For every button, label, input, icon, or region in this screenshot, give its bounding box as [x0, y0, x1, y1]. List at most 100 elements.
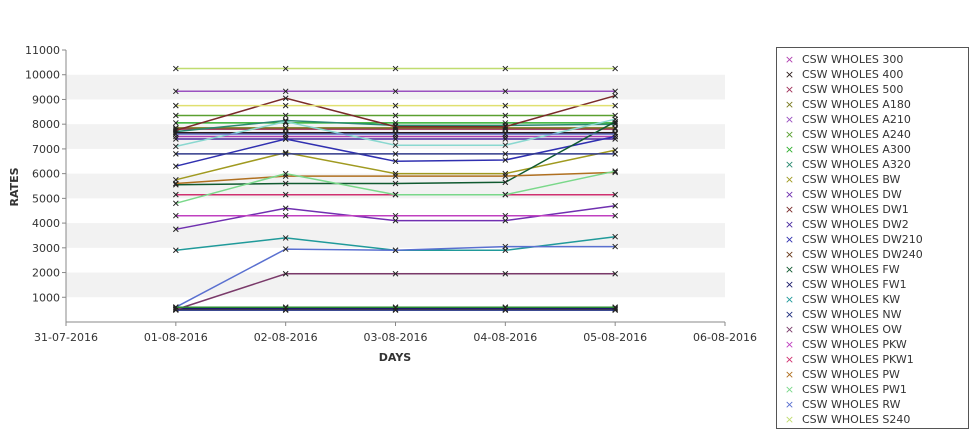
data-point	[502, 157, 509, 163]
x-axis-title: DAYS	[379, 351, 412, 364]
data-point	[172, 191, 179, 198]
legend-item: × CSW WHOLES KW	[777, 292, 968, 307]
legend-marker-icon: ×	[784, 83, 795, 96]
grid-band	[66, 74, 725, 100]
data-point	[172, 102, 179, 109]
legend-label: CSW WHOLES A180	[802, 98, 911, 111]
data-point	[172, 212, 179, 219]
legend-label: CSW WHOLES DW2	[802, 218, 909, 231]
data-point	[392, 102, 399, 109]
y-tick-label: 3000	[32, 242, 60, 255]
legend-item: × CSW WHOLES DW210	[777, 232, 968, 247]
legend-label: CSW WHOLES PKW1	[802, 353, 914, 366]
data-point	[612, 116, 619, 123]
legend-item: × CSW WHOLES A210	[777, 112, 968, 127]
data-point	[172, 180, 179, 187]
x-tick-label: 04-08-2016	[473, 331, 537, 344]
data-point	[502, 179, 509, 186]
data-point	[502, 191, 509, 198]
data-point	[282, 246, 289, 252]
legend-label: CSW WHOLES A240	[802, 128, 911, 141]
data-point	[282, 102, 289, 109]
data-point	[392, 304, 399, 311]
data-point	[502, 112, 509, 119]
legend-marker-icon: ×	[784, 158, 795, 171]
legend-marker-icon: ×	[784, 398, 795, 411]
legend-label: CSW WHOLES 300	[802, 53, 904, 66]
legend-item: × CSW WHOLES PKW	[777, 337, 968, 352]
data-point	[282, 235, 289, 241]
y-tick-label: 10000	[25, 69, 60, 82]
data-point	[502, 142, 509, 149]
data-point	[612, 243, 619, 250]
data-point	[392, 173, 399, 179]
data-point	[172, 88, 179, 95]
data-point	[612, 168, 619, 175]
data-point	[502, 151, 509, 157]
data-point	[282, 118, 289, 125]
data-point	[392, 151, 399, 157]
legend-label: CSW WHOLES RW	[802, 398, 901, 411]
data-point	[282, 191, 289, 198]
data-point	[502, 102, 509, 109]
legend-marker-icon: ×	[784, 113, 795, 126]
legend-label: CSW WHOLES NW	[802, 308, 902, 321]
legend-item: × CSW WHOLES FW1	[777, 277, 968, 292]
data-point	[502, 212, 509, 219]
data-point	[172, 163, 179, 170]
legend-label: CSW WHOLES KW	[802, 293, 901, 306]
data-point	[172, 200, 179, 207]
legend-label: CSW WHOLES A300	[802, 143, 911, 156]
data-point	[612, 131, 619, 137]
data-point	[612, 88, 619, 95]
data-point	[392, 142, 399, 149]
data-point	[172, 306, 179, 313]
legend-label: CSW WHOLES A320	[802, 158, 911, 171]
data-point	[612, 102, 619, 109]
x-axis-ticks: 31-07-2016 01-08-2016 02-08-2016 03-08-2016…	[34, 322, 757, 344]
x-tick-label: 02-08-2016	[254, 331, 318, 344]
data-point	[502, 270, 509, 277]
legend-marker-icon: ×	[784, 203, 795, 216]
legend-label: CSW WHOLES PW	[802, 368, 900, 381]
data-point	[392, 158, 399, 165]
y-tick-label: 7000	[32, 143, 60, 156]
legend-label: CSW WHOLES 500	[802, 83, 904, 96]
legend-label: CSW WHOLES OW	[802, 323, 902, 336]
legend-marker-icon: ×	[784, 233, 795, 246]
legend-item: × CSW WHOLES RW	[777, 397, 968, 412]
y-tick-label: 6000	[32, 168, 60, 181]
x-tick-label: 01-08-2016	[144, 331, 208, 344]
y-tick-label: 11000	[25, 44, 60, 57]
legend-label: CSW WHOLES BW	[802, 173, 901, 186]
legend-marker-icon: ×	[784, 263, 795, 276]
legend-marker-icon: ×	[784, 98, 795, 111]
legend-item: × CSW WHOLES 300	[777, 52, 968, 67]
legend-marker-icon: ×	[784, 53, 795, 66]
data-point	[392, 88, 399, 95]
y-axis-ticks: 1000 2000 3000 4000 5000 6000 7000 8000 9000 1000…	[25, 44, 66, 304]
y-tick-label: 5000	[32, 192, 60, 205]
legend-marker-icon: ×	[784, 143, 795, 156]
legend-item: × CSW WHOLES PKW1	[777, 352, 968, 367]
legend-marker-icon: ×	[784, 323, 795, 336]
legend-marker-icon: ×	[784, 368, 795, 381]
legend-marker-icon: ×	[784, 308, 795, 321]
legend-item: × CSW WHOLES FW	[777, 262, 968, 277]
data-point	[612, 233, 619, 240]
legend-item: × CSW WHOLES OW	[777, 322, 968, 337]
y-axis-title: RATES	[8, 167, 21, 206]
data-point	[502, 243, 509, 250]
legend-item: × CSW WHOLES DW240	[777, 247, 968, 262]
data-point	[502, 217, 509, 224]
grid-band	[66, 272, 725, 298]
legend-item: × CSW WHOLES DW2	[777, 217, 968, 232]
x-tick-label: 06-08-2016	[693, 331, 757, 344]
data-point	[392, 123, 399, 130]
legend-label: CSW WHOLES PW1	[802, 383, 907, 396]
data-point	[502, 131, 509, 137]
data-point	[392, 180, 399, 187]
data-point	[282, 95, 289, 102]
data-point	[392, 270, 399, 277]
y-tick-label: 2000	[32, 267, 60, 280]
